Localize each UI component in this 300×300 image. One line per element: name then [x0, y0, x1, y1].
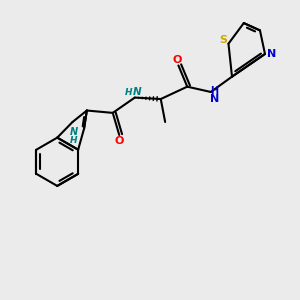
Text: H: H [210, 86, 218, 96]
Text: N: N [210, 94, 219, 104]
Text: S: S [219, 35, 227, 45]
Text: O: O [172, 55, 182, 64]
Text: H: H [124, 88, 132, 97]
Text: H: H [70, 136, 78, 145]
Text: O: O [115, 136, 124, 146]
Text: N: N [267, 49, 276, 59]
Text: N: N [70, 127, 78, 137]
Text: N: N [133, 87, 142, 97]
